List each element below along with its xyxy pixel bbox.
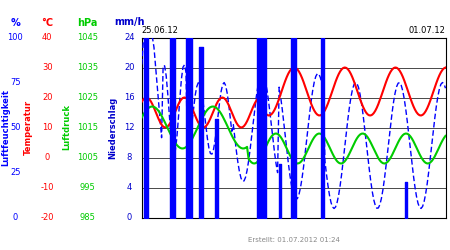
Text: 100: 100 xyxy=(7,33,23,42)
Text: 1005: 1005 xyxy=(77,153,98,162)
Text: 1025: 1025 xyxy=(77,93,98,102)
Text: 1015: 1015 xyxy=(77,123,98,132)
Text: 25.06.12: 25.06.12 xyxy=(142,26,179,35)
Text: 01.07.12: 01.07.12 xyxy=(409,26,446,35)
Text: Temperatur: Temperatur xyxy=(24,100,33,155)
Text: 1045: 1045 xyxy=(77,33,98,42)
Text: -10: -10 xyxy=(40,183,54,192)
Text: Niederschlag: Niederschlag xyxy=(108,96,117,159)
Text: 24: 24 xyxy=(124,33,135,42)
Text: 20: 20 xyxy=(42,93,53,102)
Text: 50: 50 xyxy=(10,123,21,132)
Text: -20: -20 xyxy=(40,213,54,222)
Text: 995: 995 xyxy=(80,183,95,192)
Text: 10: 10 xyxy=(42,123,53,132)
Text: Erstellt: 01.07.2012 01:24: Erstellt: 01.07.2012 01:24 xyxy=(248,237,340,243)
Text: 25: 25 xyxy=(10,168,21,177)
Text: 985: 985 xyxy=(80,213,96,222)
Text: 0: 0 xyxy=(126,213,132,222)
Text: 12: 12 xyxy=(124,123,135,132)
Text: 40: 40 xyxy=(42,33,53,42)
Text: 8: 8 xyxy=(126,153,132,162)
Text: 20: 20 xyxy=(124,63,135,72)
Text: 1035: 1035 xyxy=(77,63,98,72)
Text: 0: 0 xyxy=(13,213,18,222)
Text: °C: °C xyxy=(41,18,53,28)
Text: Luftdruck: Luftdruck xyxy=(62,104,71,150)
Text: 16: 16 xyxy=(124,93,135,102)
Text: 75: 75 xyxy=(10,78,21,87)
Text: %: % xyxy=(10,18,20,28)
Text: 30: 30 xyxy=(42,63,53,72)
Text: hPa: hPa xyxy=(77,18,98,28)
Text: 4: 4 xyxy=(126,183,132,192)
Text: 0: 0 xyxy=(45,153,50,162)
Text: Luftfeuchtigkeit: Luftfeuchtigkeit xyxy=(1,89,10,166)
Text: mm/h: mm/h xyxy=(114,18,144,28)
